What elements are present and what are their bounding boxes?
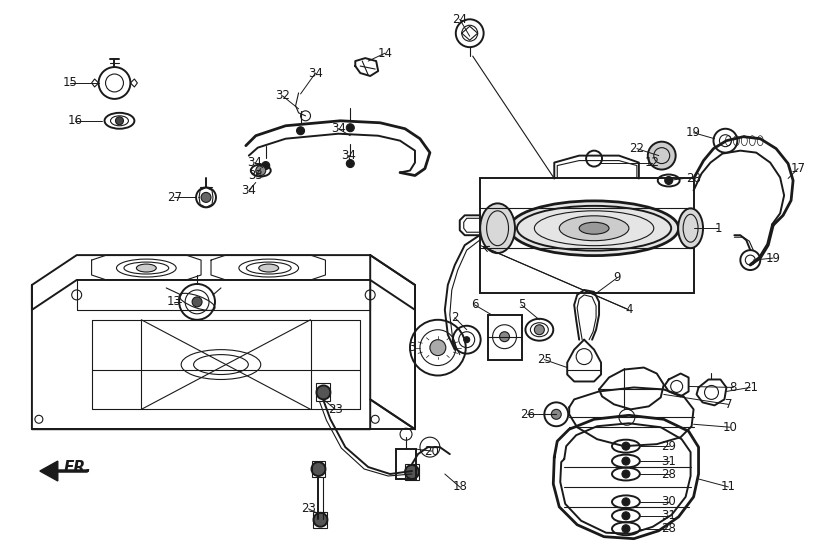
Text: 19: 19 xyxy=(686,126,701,139)
Text: 9: 9 xyxy=(613,271,621,285)
Bar xyxy=(480,178,694,293)
Ellipse shape xyxy=(560,216,629,240)
Text: 16: 16 xyxy=(67,114,82,127)
Text: 32: 32 xyxy=(275,89,290,102)
Circle shape xyxy=(201,192,211,202)
Bar xyxy=(487,315,523,360)
Text: 8: 8 xyxy=(730,381,737,394)
Circle shape xyxy=(534,325,544,335)
Text: 3: 3 xyxy=(408,341,416,354)
Text: 14: 14 xyxy=(378,47,393,60)
Text: 24: 24 xyxy=(453,13,467,26)
Text: 34: 34 xyxy=(241,184,256,197)
Text: 34: 34 xyxy=(308,66,323,80)
Ellipse shape xyxy=(678,208,703,248)
Text: FR.: FR. xyxy=(63,460,92,475)
Ellipse shape xyxy=(137,264,156,272)
Ellipse shape xyxy=(258,264,279,272)
Circle shape xyxy=(346,124,354,132)
Circle shape xyxy=(648,142,676,170)
Text: 28: 28 xyxy=(661,522,677,535)
Circle shape xyxy=(296,127,305,135)
Text: 34: 34 xyxy=(331,122,346,135)
Text: 34: 34 xyxy=(341,149,356,162)
Bar xyxy=(405,464,419,480)
Circle shape xyxy=(463,337,470,343)
Text: 25: 25 xyxy=(537,353,551,366)
Bar xyxy=(317,383,330,402)
Circle shape xyxy=(622,525,630,533)
Text: 22: 22 xyxy=(630,142,644,155)
Circle shape xyxy=(317,386,330,399)
Text: 34: 34 xyxy=(248,156,263,169)
Text: 17: 17 xyxy=(791,162,806,175)
Text: 18: 18 xyxy=(453,480,467,494)
Text: 13: 13 xyxy=(167,295,182,309)
Text: 26: 26 xyxy=(520,408,535,421)
Circle shape xyxy=(192,297,202,307)
Circle shape xyxy=(405,465,419,479)
Ellipse shape xyxy=(509,201,679,255)
Circle shape xyxy=(256,166,266,176)
Text: 21: 21 xyxy=(743,381,758,394)
Bar xyxy=(311,461,325,477)
Text: 7: 7 xyxy=(725,398,732,411)
Text: 6: 6 xyxy=(471,299,478,311)
Text: 19: 19 xyxy=(765,252,781,265)
Text: 33: 33 xyxy=(249,169,263,182)
Text: 28: 28 xyxy=(661,468,677,480)
Circle shape xyxy=(500,332,509,342)
Text: 4: 4 xyxy=(625,304,633,316)
Polygon shape xyxy=(40,461,58,481)
Bar xyxy=(396,449,416,479)
Circle shape xyxy=(622,512,630,520)
Circle shape xyxy=(622,457,630,465)
Text: 1: 1 xyxy=(714,222,723,235)
Text: 27: 27 xyxy=(167,191,182,204)
Text: 2: 2 xyxy=(451,311,458,324)
Text: 30: 30 xyxy=(662,495,676,509)
Circle shape xyxy=(311,462,325,476)
Circle shape xyxy=(622,498,630,506)
Ellipse shape xyxy=(579,222,609,234)
Text: 31: 31 xyxy=(661,455,677,468)
Circle shape xyxy=(622,442,630,450)
Text: 31: 31 xyxy=(661,509,677,522)
Text: 29: 29 xyxy=(661,440,677,453)
Text: 15: 15 xyxy=(63,76,77,90)
Circle shape xyxy=(346,160,354,167)
Text: 20: 20 xyxy=(425,445,439,458)
Text: 11: 11 xyxy=(721,480,736,494)
Text: 5: 5 xyxy=(518,299,525,311)
Circle shape xyxy=(622,470,630,478)
Text: 23: 23 xyxy=(328,403,343,416)
Text: 28: 28 xyxy=(686,172,701,185)
Ellipse shape xyxy=(480,203,515,253)
Bar xyxy=(314,512,328,528)
Circle shape xyxy=(314,513,328,527)
Circle shape xyxy=(430,340,446,356)
Text: 12: 12 xyxy=(644,156,659,169)
Circle shape xyxy=(115,117,123,125)
Circle shape xyxy=(551,409,561,419)
Circle shape xyxy=(665,177,672,184)
Circle shape xyxy=(262,162,270,170)
Text: 23: 23 xyxy=(301,502,316,515)
Text: 10: 10 xyxy=(723,420,738,434)
